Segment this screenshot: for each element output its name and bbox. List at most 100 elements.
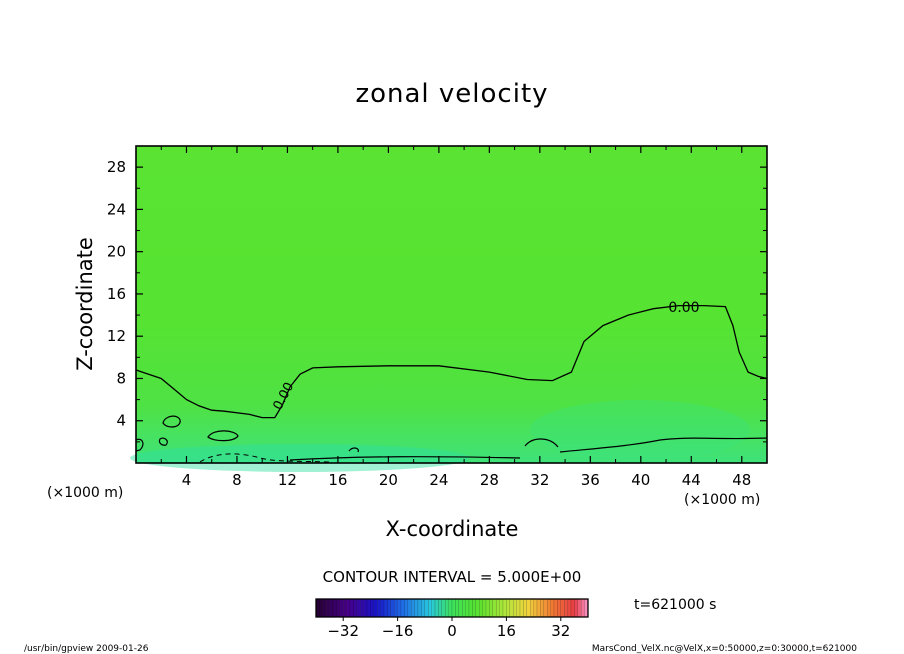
colorbar-cell — [407, 598, 412, 618]
x-tick-label: 48 — [732, 471, 751, 489]
colorbar-cell — [530, 598, 534, 618]
colorbar-cell — [482, 598, 487, 618]
colorbar-cell — [523, 598, 528, 618]
colorbar-cell — [349, 598, 354, 618]
y-tick-label: 20 — [107, 243, 126, 261]
x-tick-label: 16 — [328, 471, 347, 489]
footer-right: MarsCond_VelX.nc@VelX,x=0:50000,z=0:3000… — [592, 644, 857, 654]
colorbar-cell — [400, 598, 405, 618]
colorbar-tick-label: 16 — [497, 622, 516, 640]
colorbar-cell — [533, 598, 538, 618]
colorbar-cell — [366, 598, 371, 618]
plot-fill — [136, 146, 767, 463]
contour-island-3 — [135, 438, 144, 452]
x-tick-label: 28 — [480, 471, 499, 489]
colorbar-cell — [421, 598, 426, 618]
contour-bottom-band — [289, 437, 768, 461]
colorbar-cell — [438, 598, 443, 618]
colorbar-cell — [424, 598, 429, 618]
colorbar-cell — [564, 598, 568, 618]
colorbar-cell — [383, 598, 388, 618]
colorbar-cell — [458, 598, 463, 618]
plot-frame — [135, 145, 768, 464]
colorbar-cell — [394, 598, 398, 618]
colorbar-tick-label: 0 — [447, 622, 457, 640]
colorbar-cell — [441, 598, 446, 618]
colorbar-cell — [472, 598, 477, 618]
colorbar-cell — [451, 598, 456, 618]
x-tick-label: 12 — [278, 471, 297, 489]
chart-title: zonal velocity — [355, 79, 548, 109]
colorbar-cell — [339, 598, 344, 618]
colorbar-cell — [526, 598, 531, 618]
colorbar-cell — [468, 598, 473, 618]
colorbar-cell — [536, 598, 541, 618]
colorbar-cell — [496, 598, 500, 618]
colorbar-cell — [577, 598, 582, 618]
colorbar-cell — [465, 598, 470, 618]
x-tick-label: 24 — [429, 471, 448, 489]
colorbar-cell — [547, 598, 551, 618]
colorbar-cell — [329, 598, 334, 618]
colorbar-cell — [574, 598, 579, 618]
colorbar-tick-label: −16 — [382, 622, 414, 640]
colorbar-cell — [390, 598, 395, 618]
colorbar-cell — [363, 598, 368, 618]
colorbar-cell — [373, 598, 378, 618]
colorbar-cell — [431, 598, 436, 618]
colorbar-tick-label: 32 — [551, 622, 570, 640]
colorbar-cell — [319, 598, 324, 618]
time-label: t=621000 s — [634, 597, 716, 613]
contour-island-6 — [348, 447, 359, 453]
colorbar-cell — [322, 598, 327, 618]
colorbar-cell — [370, 598, 375, 618]
contour-island-5 — [524, 438, 559, 448]
colorbar-cell — [428, 598, 432, 618]
negative-contour — [199, 453, 331, 463]
y-tick-label: 4 — [116, 412, 126, 430]
colorbar-cell — [411, 598, 415, 618]
colorbar-cell — [346, 598, 351, 618]
y-tick-label: 12 — [107, 327, 126, 345]
colorbar-cell — [353, 598, 358, 618]
x-tick-label: 20 — [379, 471, 398, 489]
contour-label: 0.00 — [668, 300, 699, 316]
y-tick-label: 8 — [116, 369, 126, 387]
colorbar-cell — [570, 598, 575, 618]
x-tick-label: 32 — [530, 471, 549, 489]
colorbar-cell — [356, 598, 361, 618]
colorbar-cell — [506, 598, 511, 618]
x-axis-unit-left: (×1000 m) — [47, 485, 123, 501]
colorbar-cell — [509, 598, 514, 618]
colorbar-cell — [543, 598, 548, 618]
colorbar-cells — [315, 598, 589, 618]
colorbar-cell — [581, 598, 585, 618]
colorbar-cell — [550, 598, 555, 618]
colorbar-cell — [387, 598, 392, 618]
colorbar-cell — [445, 598, 449, 618]
contour-island-1 — [162, 415, 181, 428]
x-tick-label: 44 — [682, 471, 701, 489]
colorbar-cell — [377, 598, 381, 618]
x-axis-ticks: 4 8 12 16 20 24 28 32 36 40 44 48 — [160, 146, 751, 489]
colorbar: −32 −16 0 16 32 — [315, 598, 589, 640]
zero-contour-line — [135, 304, 768, 419]
colorbar-cell — [492, 598, 497, 618]
x-tick-label: 4 — [182, 471, 192, 489]
plot-area: 0.00 0.00 4 8 12 16 20 24 28 32 36 40 44 48 4812162… — [107, 145, 768, 489]
colorbar-cell — [462, 598, 466, 618]
x-tick-label: 40 — [631, 471, 650, 489]
colorbar-cell — [540, 598, 545, 618]
colorbar-cell — [479, 598, 483, 618]
x-axis-unit-right: (×1000 m) — [684, 492, 760, 508]
y-axis-title: Z-coordinate — [73, 237, 97, 371]
colorbar-cell — [485, 598, 490, 618]
colorbar-cell — [417, 598, 422, 618]
colorbar-cell — [343, 598, 347, 618]
contour-island-2 — [207, 430, 239, 442]
footer-left: /usr/bin/gpview 2009-01-26 — [24, 644, 149, 654]
colorbar-cell — [553, 598, 558, 618]
colorbar-cell — [380, 598, 385, 618]
colorbar-cell — [414, 598, 419, 618]
